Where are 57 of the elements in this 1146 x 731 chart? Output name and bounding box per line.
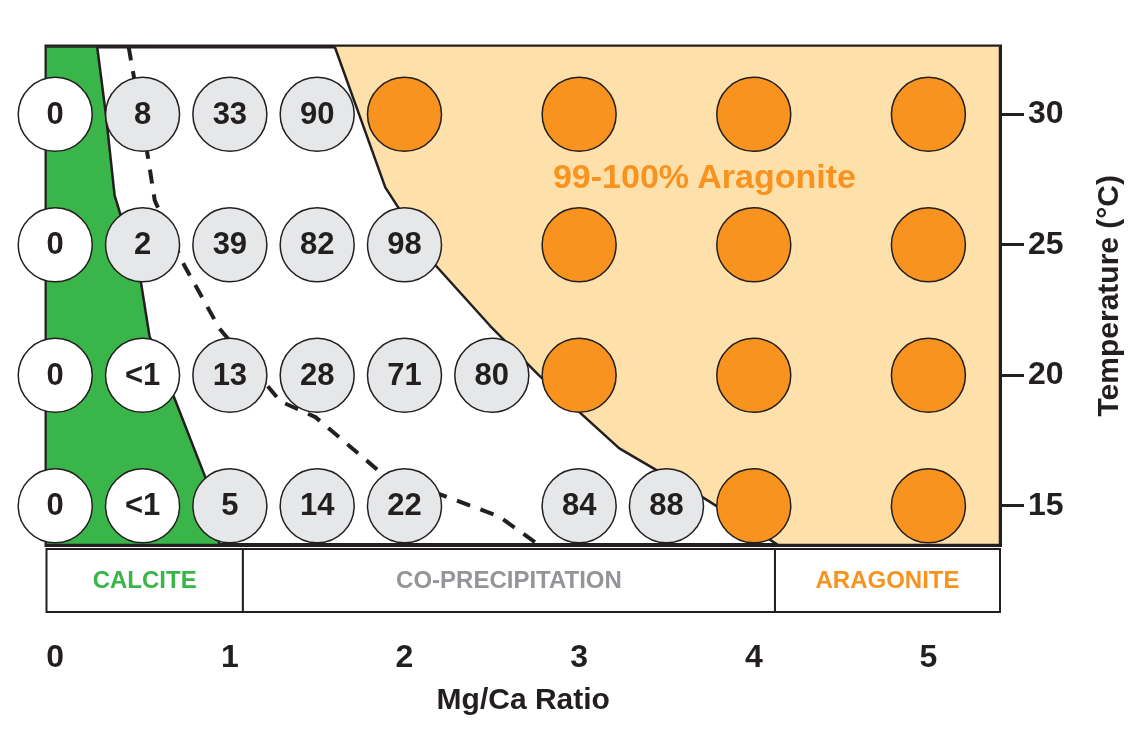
x-axis-title: Mg/Ca Ratio: [436, 682, 610, 716]
point: [541, 76, 617, 153]
point: [716, 337, 792, 414]
text: CALCITE: [92, 566, 197, 594]
annotation: 2: [133, 226, 152, 262]
annotation: 0: [46, 226, 64, 262]
annotation: <1: [124, 356, 161, 392]
x-tick-label: 1: [220, 638, 239, 675]
annotation: 0: [46, 487, 64, 523]
annotation: 39: [212, 226, 248, 262]
y-axis-title: Temperature (°C): [1091, 175, 1125, 417]
point: [17, 207, 93, 283]
point: [890, 468, 967, 544]
point: [890, 76, 967, 153]
point: [541, 337, 617, 414]
x-tick-label: 2: [395, 638, 414, 675]
point: [890, 207, 967, 283]
y-tick-label: 25: [1028, 224, 1064, 261]
point: [716, 468, 792, 544]
point: [366, 76, 443, 153]
annotation: 80: [474, 356, 510, 392]
annotation: 0: [46, 95, 64, 131]
point: [890, 337, 967, 414]
annotation: 82: [299, 226, 335, 262]
text: CO-PRECIPITATION: [396, 566, 622, 594]
annotation: 5: [221, 487, 239, 523]
x-tick-label: 4: [744, 638, 763, 675]
point: [716, 207, 792, 283]
point: [716, 76, 792, 153]
annotation: 84: [561, 487, 598, 523]
point: [104, 76, 181, 153]
annotation: 88: [649, 487, 684, 523]
point: [17, 76, 93, 153]
annotation: 90: [299, 95, 335, 131]
annotation: 71: [387, 356, 422, 392]
point: [17, 337, 93, 414]
point: [192, 468, 268, 544]
y-tick-label: 20: [1028, 355, 1064, 392]
annotation: 0: [46, 356, 64, 392]
text: ARAGONITE: [815, 566, 960, 594]
x-tick-label: 5: [919, 638, 938, 675]
point: [17, 468, 93, 544]
annotation: 28: [299, 356, 335, 392]
annotation: 14: [299, 487, 336, 523]
annotation: 33: [212, 95, 248, 131]
annotation: 99-100% Aragonite: [552, 156, 856, 195]
point: [541, 207, 617, 283]
annotation: 22: [387, 487, 422, 523]
y-tick-label: 15: [1028, 485, 1064, 522]
annotation: 8: [133, 95, 152, 131]
x-tick-label: 0: [46, 638, 65, 675]
annotation: 98: [387, 226, 422, 262]
point: [104, 207, 181, 283]
annotation: <1: [124, 487, 161, 523]
annotation: 13: [212, 356, 248, 392]
x-tick-label: 3: [570, 638, 589, 675]
y-tick-label: 30: [1028, 94, 1064, 131]
